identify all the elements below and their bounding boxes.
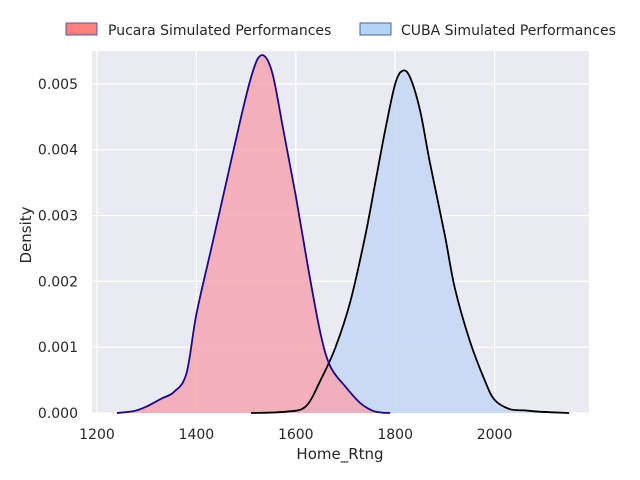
- x-tick-labels: 1200 1400 1600 1800 2000: [79, 427, 512, 443]
- y-tick-label: 0.002: [38, 274, 78, 290]
- series-line-pucara: [116, 54, 391, 414]
- series-fill-cuba: [251, 70, 570, 414]
- y-tick-labels: 0.000 0.001 0.002 0.003 0.004 0.005: [38, 77, 78, 422]
- y-tick-label: 0.005: [38, 77, 78, 93]
- x-tick-label: 1600: [278, 427, 314, 443]
- y-tick-label: 0.000: [38, 406, 78, 422]
- y-axis-label: Density: [17, 206, 35, 263]
- y-tick-label: 0.003: [38, 209, 78, 225]
- x-tick-label: 1400: [179, 427, 215, 443]
- series-line-cuba: [251, 69, 570, 414]
- legend: Pucara Simulated Performances CUBA Simul…: [65, 22, 616, 39]
- y-tick-label: 0.001: [38, 340, 78, 356]
- series-fill-pucara: [116, 55, 391, 414]
- y-tick-label: 0.004: [38, 143, 78, 159]
- x-tick-label: 1200: [79, 427, 115, 443]
- x-axis-label: Home_Rtng: [296, 445, 383, 464]
- legend-swatch-cuba: [359, 22, 392, 36]
- legend-label-pucara: Pucara Simulated Performances: [108, 23, 331, 39]
- series-layer: [116, 54, 570, 414]
- legend-label-cuba: CUBA Simulated Performances: [401, 23, 616, 39]
- x-tick-label: 2000: [477, 427, 513, 443]
- legend-swatch-pucara: [65, 22, 98, 36]
- x-tick-label: 1800: [377, 427, 413, 443]
